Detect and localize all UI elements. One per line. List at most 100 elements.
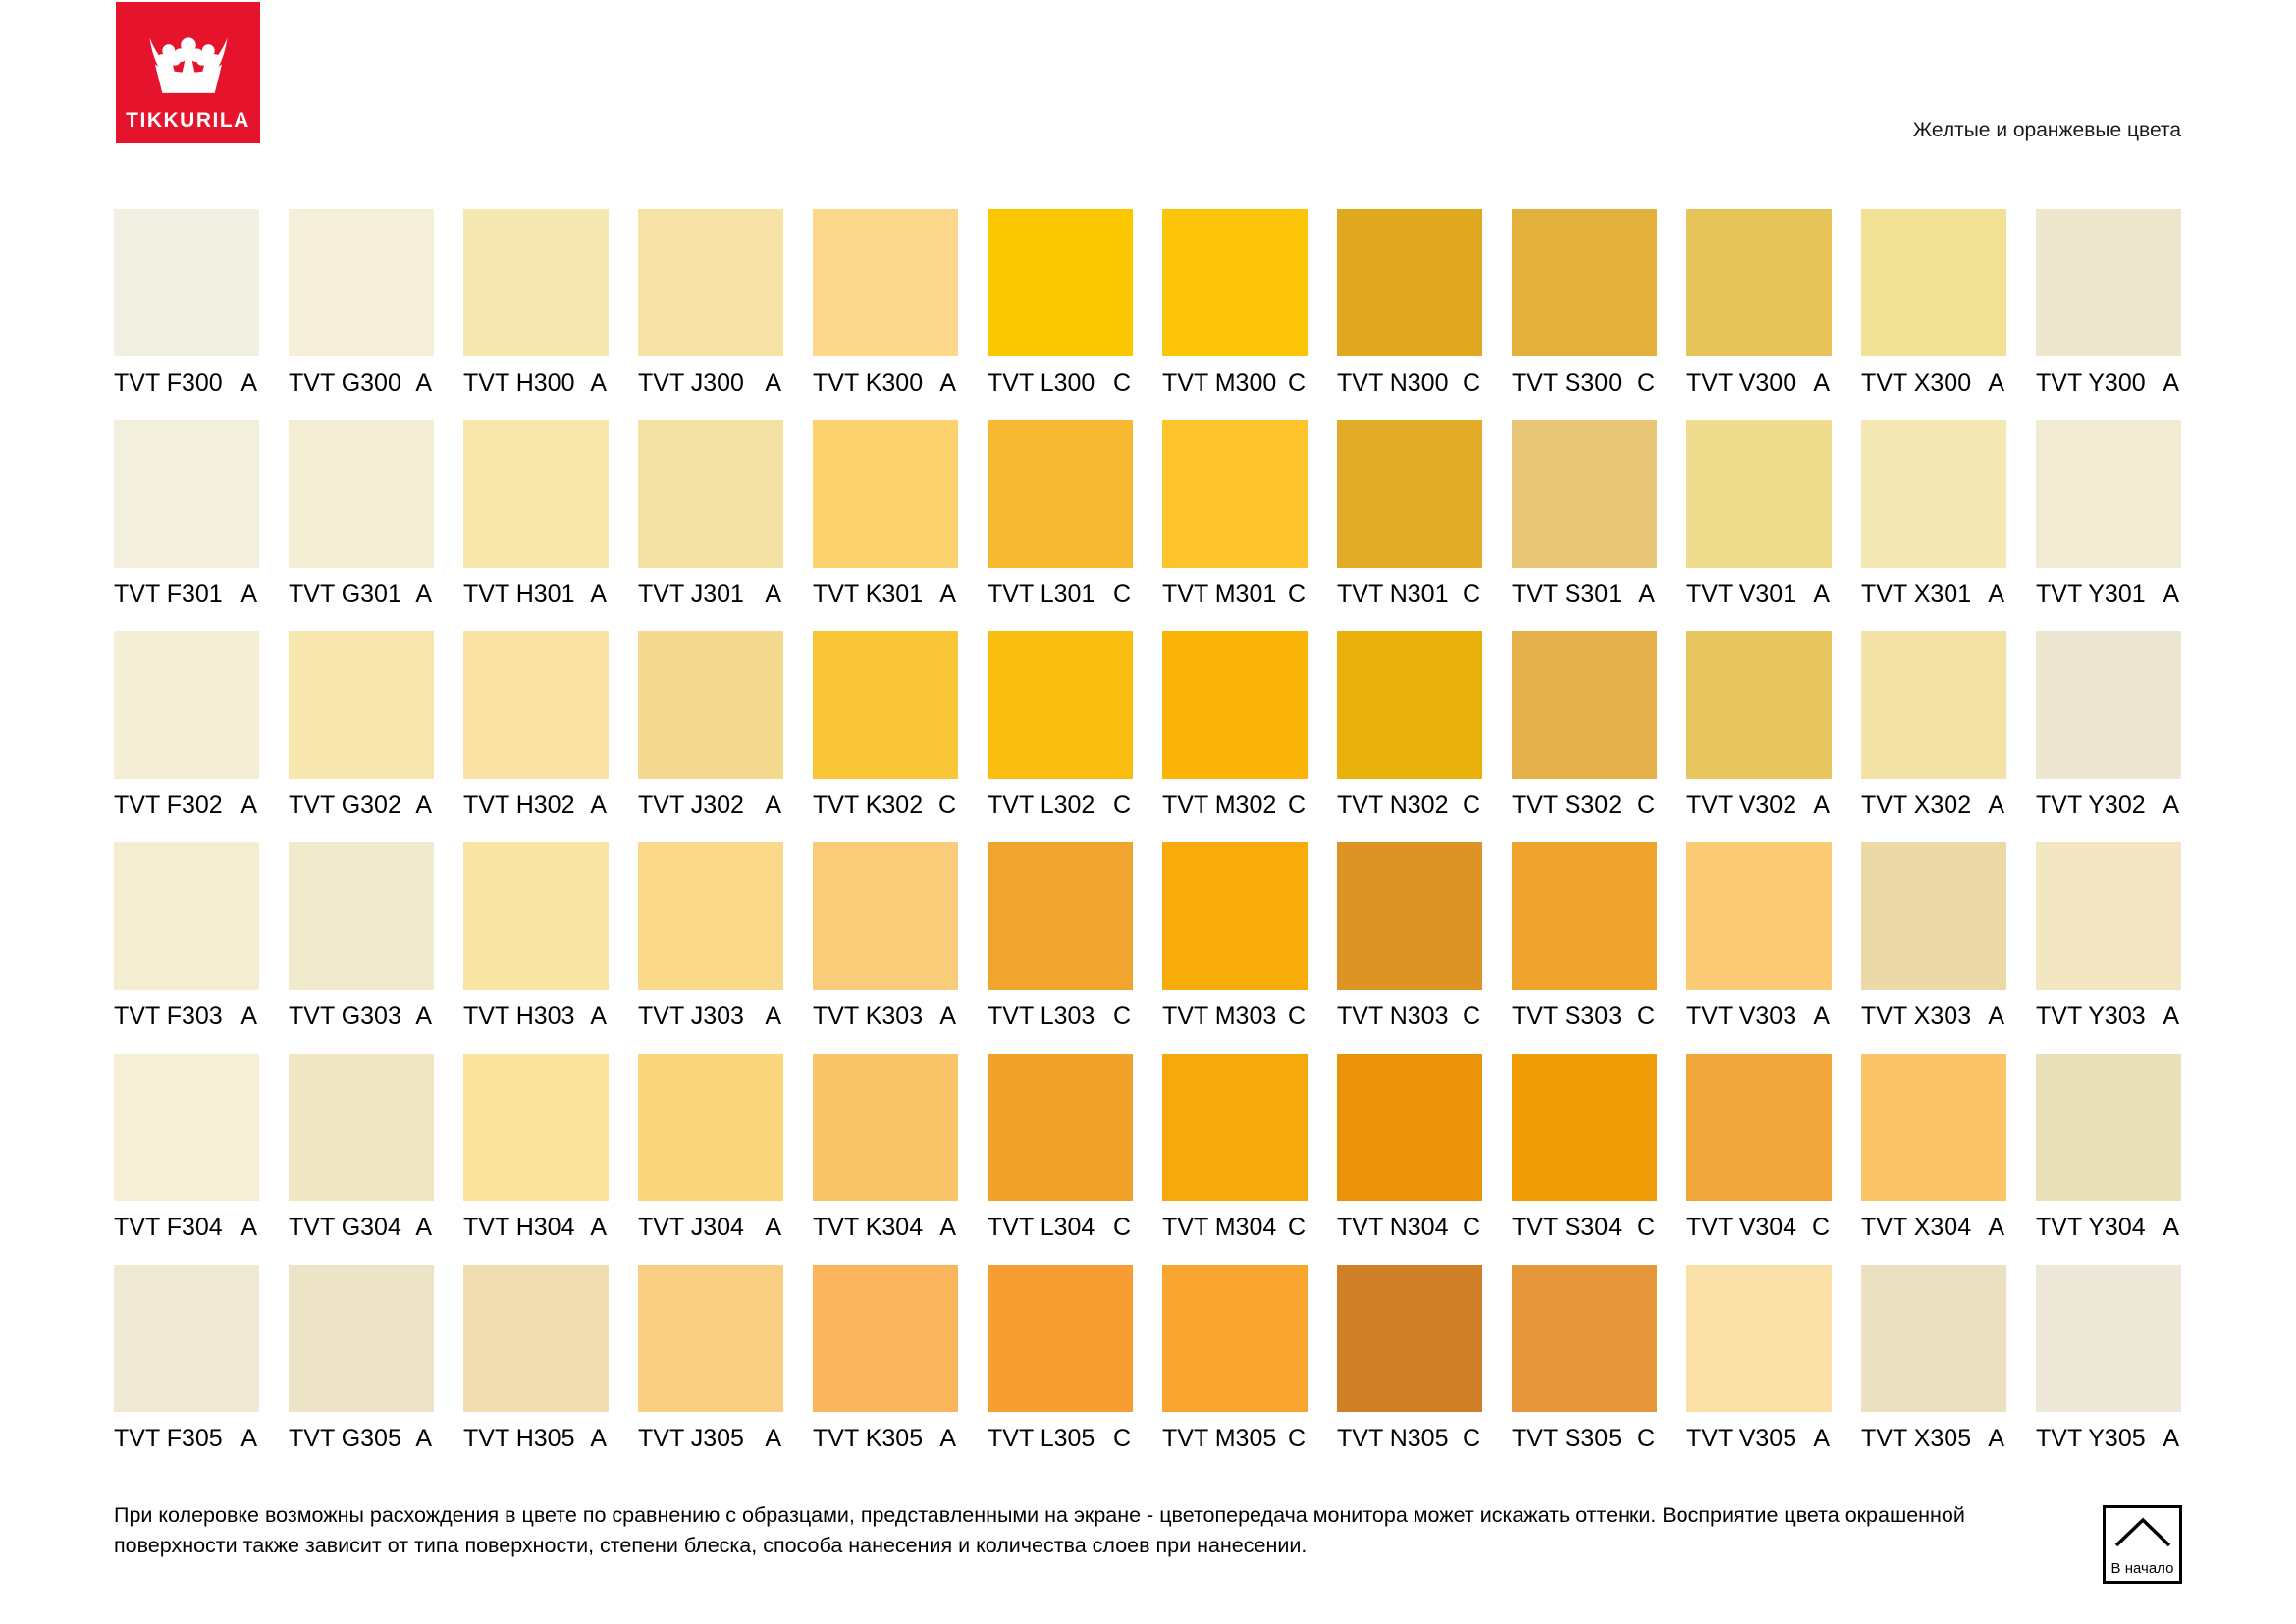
- color-swatch: [1686, 1265, 1832, 1412]
- swatch-base-letter: C: [937, 791, 956, 819]
- swatch-code: TVT V303: [1686, 1002, 1797, 1030]
- swatch-cell: TVT N305 C: [1337, 1265, 1482, 1476]
- color-swatch: [289, 420, 434, 568]
- swatch-label: TVT H304 A: [463, 1215, 609, 1241]
- color-swatch: [638, 1265, 783, 1412]
- color-swatch: [114, 420, 259, 568]
- swatch-code: TVT M303: [1162, 1002, 1277, 1030]
- swatch-base-letter: C: [1811, 1214, 1830, 1241]
- swatch-cell: TVT X304 A: [1861, 1054, 2006, 1265]
- swatch-label: TVT S302 C: [1512, 791, 1657, 819]
- color-swatch: [813, 842, 958, 990]
- swatch-base-letter: A: [415, 1425, 432, 1452]
- color-swatch: [114, 631, 259, 779]
- swatch-label: TVT J302 A: [638, 792, 783, 819]
- color-swatch: [2036, 1265, 2181, 1412]
- swatch-label: TVT J304 A: [638, 1215, 783, 1241]
- swatch-cell: TVT M300 C: [1162, 209, 1308, 420]
- swatch-cell: TVT G304 A: [289, 1054, 434, 1265]
- swatch-code: TVT N304: [1337, 1214, 1449, 1241]
- swatch-code: TVT L301: [988, 580, 1095, 608]
- swatch-cell: TVT X300 A: [1861, 209, 2006, 420]
- color-swatch: [1162, 209, 1308, 356]
- swatch-cell: TVT K303 A: [813, 842, 958, 1054]
- swatch-code: TVT M301: [1162, 580, 1277, 608]
- color-swatch: [1686, 1054, 1832, 1201]
- swatch-label: TVT Y302 A: [2036, 792, 2181, 819]
- swatch-code: TVT F305: [114, 1425, 223, 1452]
- swatch-base-letter: C: [1462, 1002, 1480, 1030]
- swatch-label: TVT M305 C: [1162, 1426, 1308, 1452]
- swatch-base-letter: A: [2163, 1002, 2179, 1030]
- back-to-start-button[interactable]: В начало: [2103, 1505, 2182, 1584]
- swatch-base-letter: A: [590, 1425, 607, 1452]
- swatch-code: TVT F302: [114, 791, 223, 819]
- color-swatch: [988, 842, 1133, 990]
- swatch-cell: TVT K301 A: [813, 420, 958, 631]
- swatch-cell: TVT L301 C: [988, 420, 1133, 631]
- swatch-base-letter: C: [1636, 791, 1655, 819]
- swatch-label: TVT J300 A: [638, 370, 783, 397]
- swatch-code: TVT X303: [1861, 1002, 1972, 1030]
- swatch-base-letter: C: [1462, 580, 1480, 608]
- swatch-code: TVT Y300: [2036, 369, 2146, 397]
- swatch-label: TVT M303 C: [1162, 1002, 1308, 1030]
- color-swatch: [1861, 420, 2006, 568]
- swatch-base-letter: A: [1988, 1425, 2004, 1452]
- swatch-label: TVT G305 A: [289, 1425, 434, 1452]
- color-swatch: [463, 631, 609, 779]
- swatch-base-letter: A: [765, 1425, 781, 1452]
- color-swatch: [1512, 631, 1657, 779]
- swatch-base-letter: A: [765, 1002, 781, 1030]
- swatch-label: TVT K303 A: [813, 1003, 958, 1030]
- swatch-label: TVT K302 C: [813, 791, 958, 819]
- swatch-label: TVT M302 C: [1162, 791, 1308, 819]
- swatch-code: TVT K300: [813, 369, 924, 397]
- swatch-base-letter: A: [2163, 1214, 2179, 1241]
- color-swatch: [289, 1265, 434, 1412]
- swatch-label: TVT N303 C: [1337, 1002, 1482, 1030]
- swatch-label: TVT F304 A: [114, 1215, 259, 1241]
- swatch-cell: TVT H301 A: [463, 420, 609, 631]
- color-swatch: [988, 631, 1133, 779]
- swatch-label: TVT V300 A: [1686, 370, 1832, 397]
- color-swatch: [1337, 842, 1482, 990]
- color-swatch: [114, 842, 259, 990]
- swatch-label: TVT K304 A: [813, 1215, 958, 1241]
- color-swatch: [2036, 842, 2181, 990]
- swatch-label: TVT S301 A: [1512, 581, 1657, 608]
- color-swatch: [1337, 631, 1482, 779]
- tikkurila-logo: TIKKURILA: [116, 2, 260, 143]
- swatch-cell: TVT N304 C: [1337, 1054, 1482, 1265]
- swatch-base-letter: A: [415, 1214, 432, 1241]
- swatch-code: TVT S304: [1512, 1214, 1623, 1241]
- color-swatch: [289, 631, 434, 779]
- swatch-label: TVT S304 C: [1512, 1214, 1657, 1241]
- color-swatch: [638, 842, 783, 990]
- swatch-cell: TVT F300 A: [114, 209, 259, 420]
- swatch-base-letter: A: [939, 369, 956, 397]
- swatch-cell: TVT F304 A: [114, 1054, 259, 1265]
- crown-icon: [148, 37, 228, 93]
- color-swatch: [638, 631, 783, 779]
- swatch-base-letter: C: [1287, 369, 1306, 397]
- swatch-code: TVT F300: [114, 369, 223, 397]
- color-swatch: [2036, 209, 2181, 356]
- swatch-base-letter: A: [415, 1002, 432, 1030]
- color-swatch: [1861, 631, 2006, 779]
- swatch-label: TVT L305 C: [988, 1426, 1133, 1452]
- swatch-code: TVT M302: [1162, 791, 1277, 819]
- swatch-cell: TVT V304 C: [1686, 1054, 1832, 1265]
- swatch-base-letter: C: [1112, 1002, 1131, 1030]
- swatch-base-letter: A: [1813, 1425, 1830, 1452]
- swatch-base-letter: A: [590, 369, 607, 397]
- swatch-label: TVT Y303 A: [2036, 1002, 2181, 1030]
- color-swatch: [114, 209, 259, 356]
- swatch-label: TVT N301 C: [1337, 580, 1482, 608]
- swatch-cell: TVT J303 A: [638, 842, 783, 1054]
- color-swatch: [813, 420, 958, 568]
- swatch-cell: TVT Y300 A: [2036, 209, 2181, 420]
- swatch-label: TVT X305 A: [1861, 1425, 2006, 1452]
- swatch-cell: TVT M304 C: [1162, 1054, 1308, 1265]
